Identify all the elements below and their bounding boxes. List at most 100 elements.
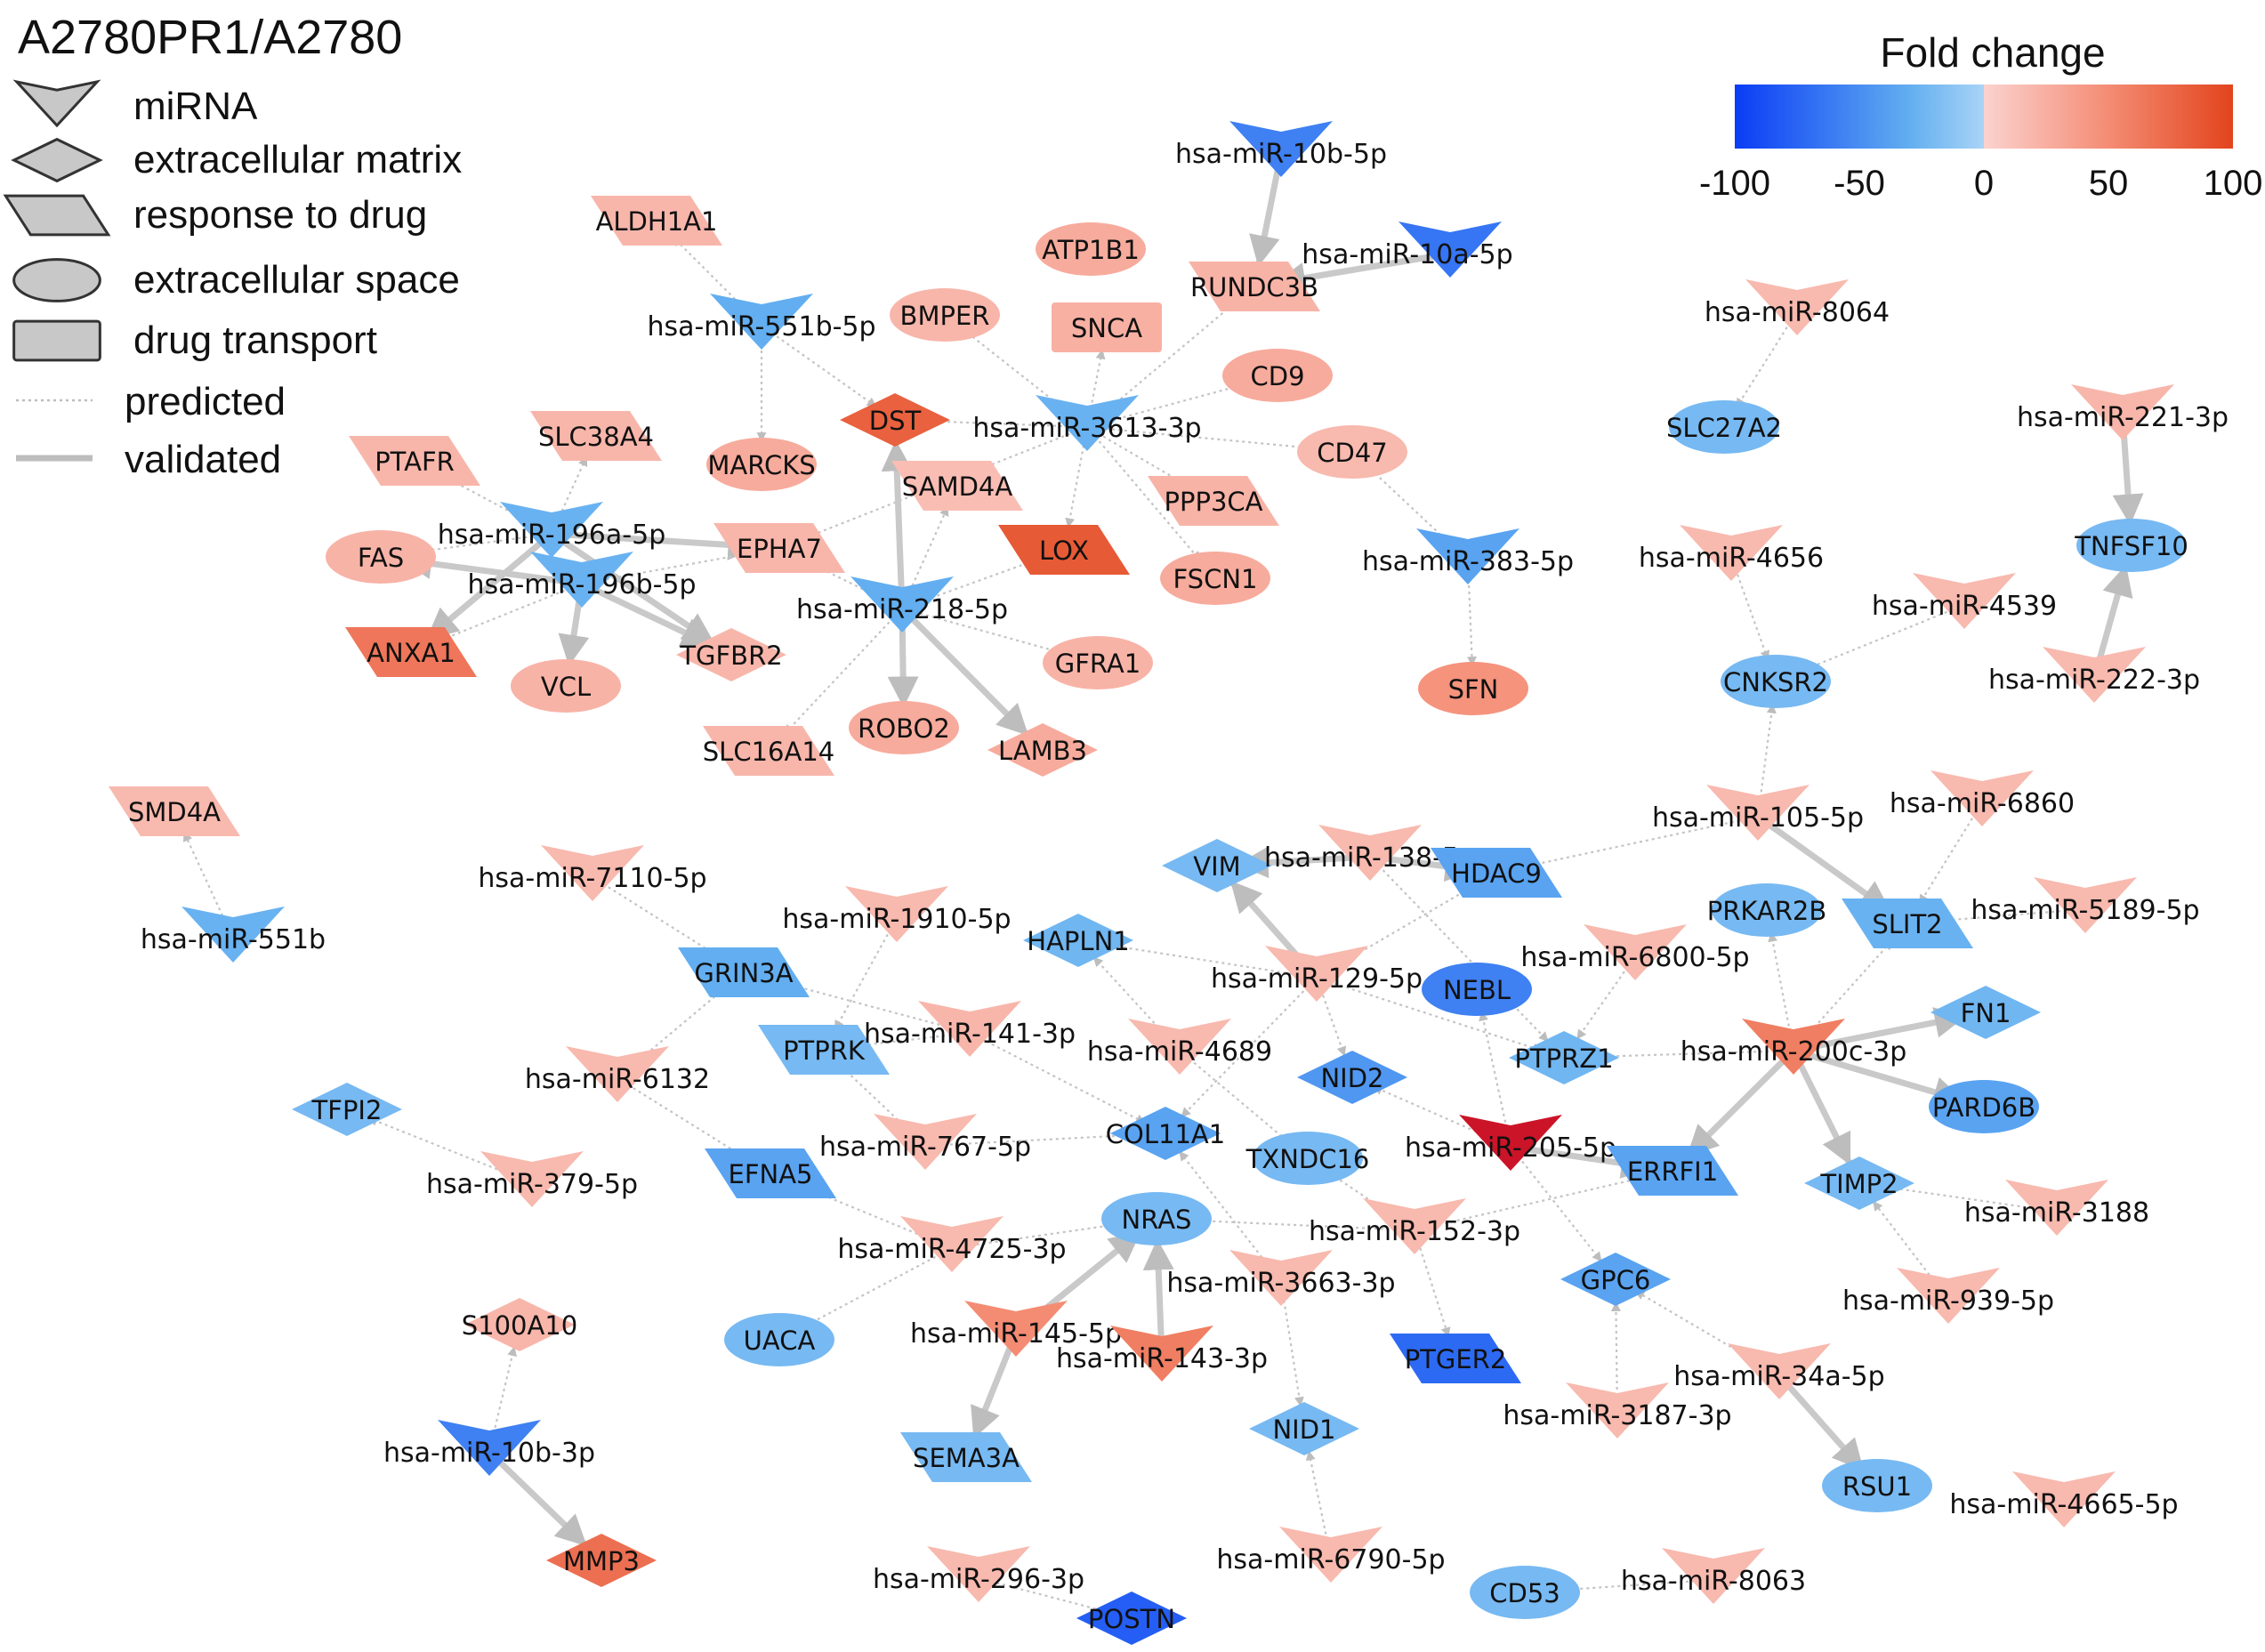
node-gfra1[interactable]: GFRA1 (1043, 636, 1153, 689)
node-mmp3[interactable]: MMP3 (546, 1534, 657, 1587)
node-hapln1[interactable]: HAPLN1 (1023, 914, 1133, 967)
node-mir-218-5p[interactable]: hsa-miR-218-5p (796, 576, 1008, 633)
node-cd9[interactable]: CD9 (1222, 349, 1333, 402)
node-s100a10[interactable]: S100A10 (462, 1298, 578, 1351)
node-errfi1[interactable]: ERRFI1 (1607, 1146, 1738, 1196)
node-smd4a[interactable]: SMD4A (109, 786, 240, 836)
node-atp1b1[interactable]: ATP1B1 (1036, 222, 1146, 276)
node-rsu1[interactable]: RSU1 (1822, 1459, 1932, 1512)
node-pard6b[interactable]: PARD6B (1929, 1080, 2039, 1133)
node-hdac9[interactable]: HDAC9 (1431, 848, 1562, 898)
node-mir-105-5p[interactable]: hsa-miR-105-5p (1652, 785, 1864, 841)
node-tnfsf10[interactable]: TNFSF10 (2074, 519, 2188, 572)
node-efna5[interactable]: EFNA5 (705, 1148, 836, 1198)
node-mir-6790-5p[interactable]: hsa-miR-6790-5p (1216, 1527, 1446, 1583)
node-dst[interactable]: DST (840, 393, 950, 447)
node-vcl[interactable]: VCL (511, 659, 621, 713)
node-mir-10b-3p[interactable]: hsa-miR-10b-3p (383, 1420, 595, 1476)
node-mir-4656[interactable]: hsa-miR-4656 (1639, 525, 1824, 581)
node-ptafr[interactable]: PTAFR (349, 436, 480, 486)
node-txndc16[interactable]: TXNDC16 (1245, 1132, 1370, 1185)
node-mir-34a-5p[interactable]: hsa-miR-34a-5p (1673, 1343, 1885, 1399)
node-nebl[interactable]: NEBL (1422, 963, 1532, 1016)
node-mir-4689[interactable]: hsa-miR-4689 (1087, 1019, 1272, 1075)
node-mir-3188[interactable]: hsa-miR-3188 (1964, 1180, 2149, 1236)
node-mir-939-5p[interactable]: hsa-miR-939-5p (1842, 1268, 2054, 1324)
node-mir-10a-5p[interactable]: hsa-miR-10a-5p (1302, 222, 1513, 278)
node-bmper[interactable]: BMPER (890, 288, 1000, 342)
node-fn1[interactable]: FN1 (1930, 986, 2041, 1039)
node-epha7[interactable]: EPHA7 (713, 523, 845, 573)
node-uaca[interactable]: UACA (724, 1313, 834, 1366)
node-nid1[interactable]: NID1 (1249, 1402, 1359, 1455)
node-mir-200c-3p[interactable]: hsa-miR-200c-3p (1681, 1019, 1907, 1075)
node-mir-221-3p[interactable]: hsa-miR-221-3p (2017, 384, 2229, 440)
node-prkar2b[interactable]: PRKAR2B (1707, 883, 1826, 937)
node-mir-383-5p[interactable]: hsa-miR-383-5p (1362, 528, 1574, 584)
node-mir-7110-5p[interactable]: hsa-miR-7110-5p (478, 845, 707, 901)
node-mir-5189-5p[interactable]: hsa-miR-5189-5p (1971, 877, 2200, 933)
node-lox[interactable]: LOX (998, 525, 1130, 575)
node-slit2[interactable]: SLIT2 (1842, 899, 1973, 948)
node-timp2[interactable]: TIMP2 (1804, 1156, 1914, 1210)
node-mir-10b-5p[interactable]: hsa-miR-10b-5p (1175, 121, 1387, 177)
node-sema3a[interactable]: SEMA3A (900, 1432, 1032, 1482)
node-cd53[interactable]: CD53 (1470, 1566, 1580, 1619)
node-mir-767-5p[interactable]: hsa-miR-767-5p (819, 1114, 1031, 1170)
node-grin3a[interactable]: GRIN3A (678, 947, 810, 997)
node-mir-8063[interactable]: hsa-miR-8063 (1621, 1548, 1806, 1604)
node-mir-3663-3p[interactable]: hsa-miR-3663-3p (1166, 1250, 1396, 1306)
node-lamb3[interactable]: LAMB3 (987, 723, 1098, 777)
node-mir-143-3p[interactable]: hsa-miR-143-3p (1056, 1326, 1268, 1382)
node-mir-205-5p[interactable]: hsa-miR-205-5p (1405, 1115, 1616, 1171)
node-tgfbr2[interactable]: TGFBR2 (676, 628, 786, 681)
node-mir-4539[interactable]: hsa-miR-4539 (1872, 573, 2057, 629)
node-ptprz1[interactable]: PTPRZ1 (1509, 1031, 1619, 1084)
node-snca[interactable]: SNCA (1052, 302, 1162, 352)
node-cnksr2[interactable]: CNKSR2 (1721, 655, 1831, 708)
node-sfn[interactable]: SFN (1418, 662, 1528, 715)
node-marcks[interactable]: MARCKS (706, 438, 817, 491)
node-col11a1[interactable]: COL11A1 (1106, 1107, 1225, 1160)
node-mir-1910-5p[interactable]: hsa-miR-1910-5p (782, 886, 1012, 942)
node-slc38a4[interactable]: SLC38A4 (530, 411, 662, 461)
node-mir-196a-5p[interactable]: hsa-miR-196a-5p (438, 502, 665, 558)
node-fas[interactable]: FAS (326, 530, 436, 584)
node-gpc6[interactable]: GPC6 (1560, 1253, 1671, 1306)
node-vim[interactable]: VIM (1162, 839, 1272, 892)
node-mir-3187-3p[interactable]: hsa-miR-3187-3p (1503, 1382, 1732, 1438)
node-ptger2[interactable]: PTGER2 (1390, 1334, 1521, 1383)
node-mir-141-3p[interactable]: hsa-miR-141-3p (864, 1001, 1076, 1057)
node-mir-379-5p[interactable]: hsa-miR-379-5p (426, 1151, 638, 1207)
node-mir-296-3p[interactable]: hsa-miR-296-3p (873, 1546, 1084, 1602)
node-samd4a[interactable]: SAMD4A (891, 461, 1023, 511)
node-nid2[interactable]: NID2 (1297, 1051, 1407, 1104)
node-mir-6860[interactable]: hsa-miR-6860 (1890, 770, 2075, 826)
node-mir-145-5p[interactable]: hsa-miR-145-5p (910, 1301, 1122, 1357)
node-mir-222-3p[interactable]: hsa-miR-222-3p (1988, 647, 2200, 703)
node-mir-4725-3p[interactable]: hsa-miR-4725-3p (837, 1216, 1067, 1272)
node-mir-6800-5p[interactable]: hsa-miR-6800-5p (1520, 924, 1750, 980)
node-rundc3b[interactable]: RUNDC3B (1189, 262, 1320, 311)
node-aldh1a1[interactable]: ALDH1A1 (591, 196, 722, 246)
node-mir-551b[interactable]: hsa-miR-551b (141, 907, 326, 963)
node-fscn1[interactable]: FSCN1 (1160, 552, 1270, 605)
node-nras[interactable]: NRAS (1101, 1192, 1212, 1245)
node-mir-6132[interactable]: hsa-miR-6132 (525, 1046, 710, 1102)
node-mir-8064[interactable]: hsa-miR-8064 (1705, 279, 1890, 335)
node-tfpi2[interactable]: TFPI2 (292, 1083, 402, 1136)
node-mir-129-5p[interactable]: hsa-miR-129-5p (1211, 946, 1423, 1002)
node-mir-3613-3p[interactable]: hsa-miR-3613-3p (972, 395, 1202, 451)
node-cd47[interactable]: CD47 (1297, 425, 1407, 479)
node-ptprk[interactable]: PTPRK (758, 1025, 890, 1075)
node-slc16a14[interactable]: SLC16A14 (703, 726, 834, 776)
node-postn[interactable]: POSTN (1076, 1592, 1187, 1645)
node-ppp3ca[interactable]: PPP3CA (1148, 476, 1279, 526)
node-mir-551b-5p[interactable]: hsa-miR-551b-5p (647, 294, 876, 350)
node-mir-196b-5p[interactable]: hsa-miR-196b-5p (467, 552, 697, 608)
node-slc27a2[interactable]: SLC27A2 (1666, 400, 1782, 454)
node-robo2[interactable]: ROBO2 (849, 701, 959, 754)
node-mir-152-3p[interactable]: hsa-miR-152-3p (1309, 1198, 1520, 1254)
node-anxa1[interactable]: ANXA1 (345, 627, 477, 677)
node-mir-4665-5p[interactable]: hsa-miR-4665-5p (1949, 1471, 2179, 1527)
